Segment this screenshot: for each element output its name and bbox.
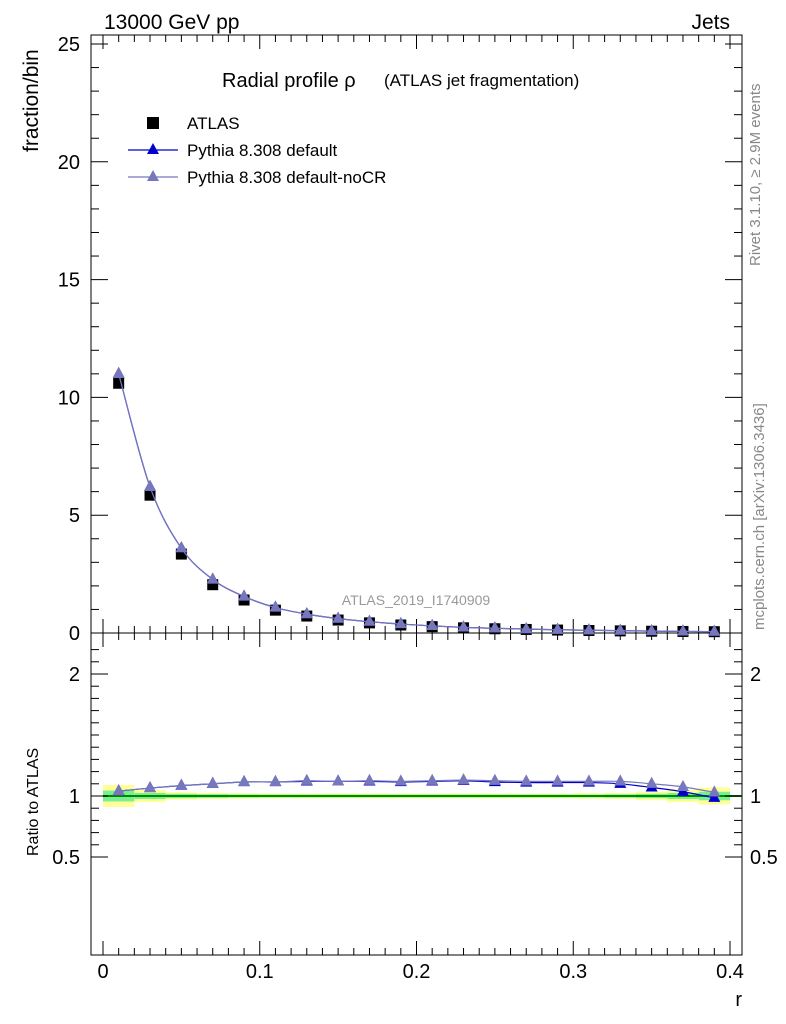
nocr-series-point (363, 614, 376, 626)
axis-ticks: 0 5 10 15 20 25 0 0.1 0.2 0.3 0.4 0.5 0.5 1 1 2 2 (52, 34, 778, 983)
ratio-y-axis-label: Ratio to ATLAS (25, 748, 42, 856)
ratio-y-tick-label-right: 1 (750, 786, 761, 808)
nocr-series-point (520, 622, 533, 634)
nocr-series-point (238, 589, 251, 601)
ratio-uncertainty-bands (103, 785, 742, 807)
nocr-series-point (551, 622, 564, 634)
legend-label-nocr: Pythia 8.308 default-noCR (187, 168, 386, 187)
nocr-series-point (426, 618, 439, 631)
ratio-nocr-point (300, 773, 313, 785)
atlas-data-point (175, 548, 187, 560)
ratio-nocr-point (112, 784, 125, 796)
atlas-data-point (144, 489, 156, 501)
legend-label-default: Pythia 8.308 default (187, 141, 338, 160)
nocr-series-point (269, 600, 282, 612)
main-y-tick-label: 15 (58, 270, 80, 292)
nocr-series-point (645, 624, 658, 636)
header-left: 13000 GeV pp (104, 11, 239, 34)
nocr-series-point (394, 617, 407, 629)
legend-marker-default (147, 143, 159, 154)
legend-marker-nocr (147, 170, 159, 181)
ratio-nocr-point (394, 774, 407, 786)
ratio-nocr-point (708, 785, 721, 797)
ratio-y-tick-label: 2 (69, 664, 80, 686)
main-y-tick-label: 5 (69, 505, 80, 527)
legend: ATLAS Pythia 8.308 default Pythia 8.308 … (128, 114, 386, 187)
main-y-tick-label: 25 (58, 34, 80, 56)
nocr-series-point (332, 611, 345, 623)
ratio-nocr-point (488, 773, 501, 785)
ratio-nocr-point (582, 774, 595, 786)
ratio-nocr-point (144, 781, 157, 793)
nocr-series-point (112, 366, 125, 378)
x-tick-label: 0.3 (559, 961, 587, 983)
analysis-watermark: ATLAS_2019_I1740909 (342, 592, 491, 608)
main-y-tick-label: 20 (58, 152, 80, 174)
x-tick-label: 0.4 (716, 961, 744, 983)
ratio-y-tick-label: 1 (69, 786, 80, 808)
x-tick-label: 0.1 (246, 961, 274, 983)
nocr-series-point (144, 479, 157, 492)
ratio-nocr-point (520, 774, 533, 786)
legend-marker-atlas (147, 117, 159, 129)
ratio-y-tick-label-right: 0.5 (750, 847, 778, 869)
ratio-nocr-point (426, 773, 439, 785)
ratio-nocr-point (457, 773, 470, 785)
x-axis-label: r (735, 989, 742, 1011)
mcplots-reference-text: mcplots.cern.ch [arXiv:1306.3436] (751, 403, 768, 630)
main-plot-series (112, 366, 721, 638)
ratio-plot-series (112, 773, 721, 802)
nocr-series-point (676, 624, 689, 636)
ratio-y-tick-label-right: 2 (750, 664, 761, 686)
ratio-nocr-point (551, 774, 564, 786)
nocr-series-point (582, 623, 595, 635)
nocr-series-point (457, 620, 470, 632)
x-tick-label: 0 (97, 961, 108, 983)
nocr-series-point (614, 623, 627, 635)
atlas-data-point (113, 377, 125, 389)
nocr-series-point (206, 572, 219, 584)
chart-subtitle: (ATLAS jet fragmentation) (384, 71, 579, 90)
nocr-series-point (300, 607, 313, 619)
nocr-series-point (488, 621, 501, 633)
nocr-series-point (708, 624, 721, 636)
legend-label-atlas: ATLAS (187, 114, 240, 133)
ratio-nocr-point (206, 776, 219, 788)
header-right: Jets (691, 11, 730, 34)
ratio-nocr-point (645, 776, 658, 788)
ratio-nocr-point (614, 774, 627, 786)
ratio-nocr-point (175, 778, 188, 790)
atlas-data-point (207, 579, 219, 591)
ratio-nocr-point (363, 773, 376, 785)
rivet-version-text: Rivet 3.1.10, ≥ 2.9M events (747, 84, 764, 267)
main-y-axis-label: fraction/bin (20, 49, 43, 152)
x-tick-label: 0.2 (403, 961, 431, 983)
main-y-tick-label: 10 (58, 387, 80, 409)
ratio-y-tick-label: 0.5 (52, 847, 80, 869)
nocr-series-point (175, 541, 188, 553)
ratio-nocr-point (676, 779, 689, 791)
main-y-tick-label: 0 (69, 623, 80, 645)
ratio-nocr-point (238, 774, 251, 787)
chart-title: Radial profile ρ (222, 70, 356, 92)
ratio-nocr-point (332, 774, 345, 786)
ratio-nocr-point (269, 774, 282, 787)
